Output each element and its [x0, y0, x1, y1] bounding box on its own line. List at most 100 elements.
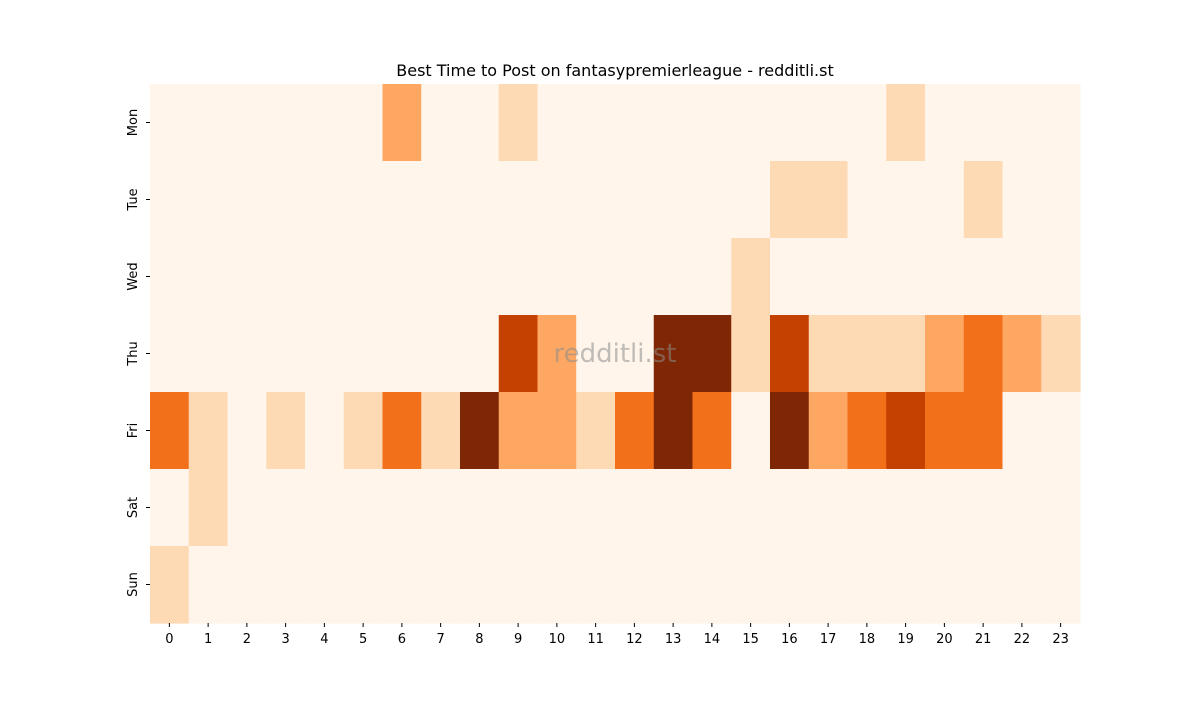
heatmap-cell-fri-23 [1041, 392, 1081, 470]
heatmap-cell-fri-9 [498, 392, 539, 470]
y-tick-label-wed: Wed [126, 262, 141, 290]
heatmap-cell-thu-21 [963, 315, 1004, 393]
heatmap-cell-tue-8 [460, 161, 500, 239]
watermark: redditli.st [554, 339, 677, 369]
heatmap-cell-sun-16 [770, 546, 810, 624]
x-tick-label-23: 23 [1052, 632, 1069, 647]
heatmap-cell-sat-14 [692, 469, 732, 547]
heatmap-cell-sun-3 [266, 546, 306, 624]
heatmap-cell-sun-23 [1041, 546, 1081, 624]
heatmap-cell-fri-19 [886, 392, 926, 470]
heatmap-cell-mon-19 [886, 84, 926, 162]
heatmap-cell-tue-12 [615, 161, 655, 239]
heatmap-cell-sat-3 [266, 469, 306, 547]
heatmap-cell-thu-3 [266, 315, 306, 393]
heatmap-cell-thu-0 [150, 315, 190, 393]
heatmap-cell-tue-5 [343, 161, 384, 239]
heatmap-cell-tue-7 [421, 161, 461, 239]
x-tick-label-6: 6 [398, 632, 406, 647]
x-tick-label-21: 21 [975, 632, 992, 647]
y-tick-label-tue: Tue [126, 188, 141, 211]
x-tick-label-22: 22 [1014, 632, 1031, 647]
heatmap-cell-wed-3 [266, 238, 306, 316]
heatmap-cell-tue-11 [576, 161, 616, 239]
heatmap-cell-tue-1 [188, 161, 229, 239]
heatmap-cell-fri-4 [305, 392, 345, 470]
heatmap-cell-tue-13 [653, 161, 694, 239]
heatmap-cell-sun-0 [150, 546, 190, 624]
heatmap-cell-mon-7 [421, 84, 461, 162]
heatmap-cell-wed-0 [150, 238, 190, 316]
heatmap-cell-fri-12 [615, 392, 655, 470]
heatmap-cell-mon-0 [150, 84, 190, 162]
x-tick-label-19: 19 [897, 632, 914, 647]
heatmap-cell-thu-13 [653, 315, 694, 393]
heatmap-cell-sat-2 [227, 469, 267, 547]
heatmap-cell-mon-14 [692, 84, 732, 162]
heatmap-cell-wed-4 [305, 238, 345, 316]
heatmap-cell-tue-0 [150, 161, 190, 239]
heatmap-cell-sun-19 [886, 546, 926, 624]
heatmap-cell-wed-14 [692, 238, 732, 316]
heatmap-cell-tue-15 [731, 161, 771, 239]
heatmap-cell-thu-17 [808, 315, 849, 393]
x-tick-label-9: 9 [514, 632, 522, 647]
heatmap-cell-sun-1 [188, 546, 229, 624]
heatmap-cell-thu-7 [421, 315, 461, 393]
heatmap-cell-mon-21 [963, 84, 1004, 162]
heatmap-cell-fri-22 [1002, 392, 1042, 470]
heatmap-cell-mon-16 [770, 84, 810, 162]
heatmap-cell-thu-1 [188, 315, 229, 393]
y-tick-label-sun: Sun [126, 572, 141, 597]
heatmap-cell-fri-17 [808, 392, 849, 470]
heatmap-cell-sat-0 [150, 469, 190, 547]
heatmap-cell-mon-3 [266, 84, 306, 162]
heatmap-cell-sun-5 [343, 546, 384, 624]
y-tick-label-thu: Thu [126, 341, 141, 366]
heatmap-cell-mon-18 [847, 84, 887, 162]
x-tick-label-20: 20 [936, 632, 953, 647]
heatmap-cell-fri-10 [537, 392, 577, 470]
heatmap-cell-wed-10 [537, 238, 577, 316]
heatmap-cell-sat-11 [576, 469, 616, 547]
heatmap-cell-mon-9 [498, 84, 539, 162]
heatmap-cell-sun-20 [925, 546, 965, 624]
x-tick-label-5: 5 [359, 632, 367, 647]
x-tick-label-16: 16 [781, 632, 798, 647]
heatmap-cell-sun-10 [537, 546, 577, 624]
heatmap-cell-fri-7 [421, 392, 461, 470]
heatmap-cell-sun-11 [576, 546, 616, 624]
heatmap-cell-thu-8 [460, 315, 500, 393]
heatmap-cell-fri-21 [963, 392, 1004, 470]
heatmap-cell-wed-22 [1002, 238, 1042, 316]
heatmap-cell-mon-1 [188, 84, 229, 162]
heatmap-cell-thu-12 [615, 315, 655, 393]
heatmap-cell-mon-13 [653, 84, 694, 162]
heatmap-cell-wed-12 [615, 238, 655, 316]
heatmap-cell-mon-11 [576, 84, 616, 162]
heatmap-cell-fri-8 [460, 392, 500, 470]
heatmap-cell-mon-22 [1002, 84, 1042, 162]
heatmap-cell-wed-9 [498, 238, 539, 316]
heatmap-cell-fri-3 [266, 392, 306, 470]
heatmap-cell-tue-9 [498, 161, 539, 239]
heatmap-cell-thu-2 [227, 315, 267, 393]
heatmap-cell-sat-13 [653, 469, 694, 547]
y-axis-ticks: Mon Tue Wed Thu Fri Sat Sun [126, 109, 150, 597]
heatmap-cell-wed-7 [421, 238, 461, 316]
heatmap-cell-fri-11 [576, 392, 616, 470]
heatmap-cell-sat-21 [963, 469, 1004, 547]
heatmap-cell-mon-6 [382, 84, 422, 162]
heatmap-cell-thu-18 [847, 315, 887, 393]
heatmap-cell-fri-0 [150, 392, 190, 470]
heatmap-cell-wed-6 [382, 238, 422, 316]
heatmap-cell-wed-18 [847, 238, 887, 316]
heatmap-cell-thu-5 [343, 315, 384, 393]
heatmap-cell-thu-20 [925, 315, 965, 393]
heatmap-cell-thu-4 [305, 315, 345, 393]
heatmap-cell-fri-20 [925, 392, 965, 470]
heatmap-cell-fri-18 [847, 392, 887, 470]
heatmap-cell-fri-13 [653, 392, 694, 470]
